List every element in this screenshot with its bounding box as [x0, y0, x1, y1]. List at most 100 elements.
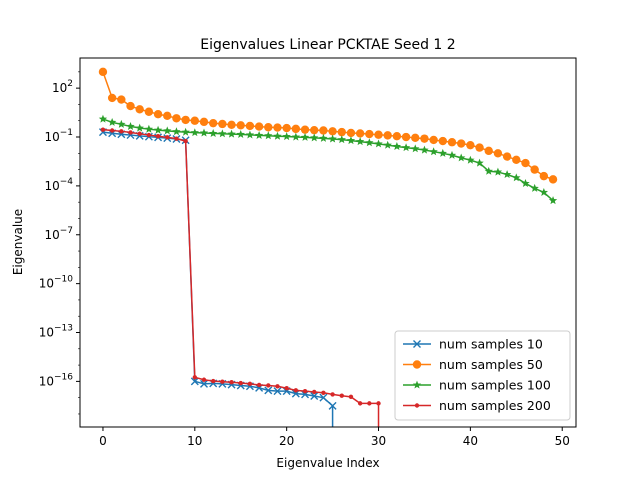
data-point [383, 131, 392, 140]
data-point [282, 132, 291, 141]
data-point [339, 393, 344, 398]
data-point [199, 128, 209, 137]
data-point [153, 125, 163, 134]
data-point [245, 130, 255, 139]
data-point [181, 127, 190, 136]
data-point [502, 170, 512, 179]
data-point [135, 105, 144, 114]
series-2 [98, 67, 558, 184]
data-point [346, 136, 356, 145]
data-point [282, 123, 291, 133]
data-point [456, 139, 466, 148]
data-point [429, 147, 438, 156]
data-point [300, 125, 310, 134]
data-point [475, 158, 484, 167]
data-point [291, 132, 301, 141]
x-tick-label: 0 [99, 434, 107, 448]
data-point [355, 129, 365, 138]
data-point [521, 179, 530, 187]
data-point [236, 130, 245, 138]
y-tick-exponent: −1 [60, 128, 73, 138]
y-tick-exponent: −7 [60, 226, 73, 236]
data-point [376, 401, 381, 406]
data-point [310, 125, 319, 135]
data-point [266, 383, 271, 388]
data-point [229, 379, 234, 385]
legend-label: num samples 100 [439, 378, 551, 393]
data-point [466, 155, 475, 164]
data-point [411, 144, 420, 153]
data-point [247, 381, 253, 387]
data-point [126, 122, 135, 130]
data-point [144, 107, 154, 116]
series-layer [98, 67, 558, 427]
y-tick-exponent: −10 [54, 275, 73, 285]
data-point [337, 135, 346, 144]
y-tick-base: 10 [52, 81, 67, 95]
data-point [210, 378, 216, 384]
data-point [328, 134, 337, 143]
x-tick-label: 30 [371, 434, 386, 448]
data-point [374, 139, 383, 148]
data-point [183, 138, 188, 144]
data-point [98, 67, 108, 77]
data-point [153, 110, 163, 119]
data-point [256, 382, 262, 388]
data-point [412, 360, 422, 369]
data-point [466, 140, 475, 150]
data-point [284, 386, 289, 391]
data-point [319, 393, 328, 402]
x-axis-label: Eigenvalue Index [276, 456, 379, 470]
data-point [300, 132, 310, 141]
y-tick-base: 10 [44, 130, 59, 144]
data-point [291, 124, 301, 134]
data-point [236, 121, 245, 130]
data-point [512, 173, 521, 182]
data-point [330, 392, 335, 397]
data-point [365, 129, 374, 139]
data-point [502, 152, 512, 161]
y-axis-label: Eigenvalue [11, 209, 25, 275]
y-tick-label: 10−4 [44, 177, 73, 193]
data-point [190, 116, 200, 125]
data-point [273, 387, 282, 396]
data-point [264, 386, 273, 395]
data-point [346, 128, 356, 138]
data-point [174, 136, 179, 141]
data-point [100, 127, 106, 132]
data-point [172, 127, 181, 136]
data-point [293, 388, 299, 393]
data-point [254, 130, 264, 139]
legend-entry: num samples 50 [403, 357, 543, 372]
data-point [484, 146, 493, 156]
data-point [144, 124, 154, 133]
data-point [181, 115, 190, 125]
y-tick-exponent: −4 [60, 177, 74, 187]
data-point [227, 120, 236, 129]
data-point [539, 171, 549, 181]
data-point [521, 158, 530, 168]
data-point [411, 133, 420, 143]
data-point [539, 188, 549, 196]
y-tick-base: 10 [39, 374, 54, 388]
data-point [192, 375, 198, 380]
data-point [328, 401, 337, 410]
data-point [128, 130, 133, 135]
data-point [218, 119, 227, 129]
data-point [238, 380, 243, 386]
legend: num samples 10 num samples 50 num samples … [394, 330, 571, 421]
data-point [137, 131, 142, 136]
y-tick-base: 10 [44, 179, 59, 193]
data-point [190, 377, 199, 386]
data-point [245, 121, 255, 131]
legend-label: num samples 10 [439, 337, 543, 352]
data-point [126, 101, 135, 111]
series-4 [100, 127, 381, 427]
data-point [348, 394, 354, 400]
data-point [163, 126, 172, 135]
data-point [414, 403, 420, 408]
y-tick-base: 10 [39, 277, 54, 291]
data-point [420, 134, 429, 143]
data-point [484, 166, 493, 175]
